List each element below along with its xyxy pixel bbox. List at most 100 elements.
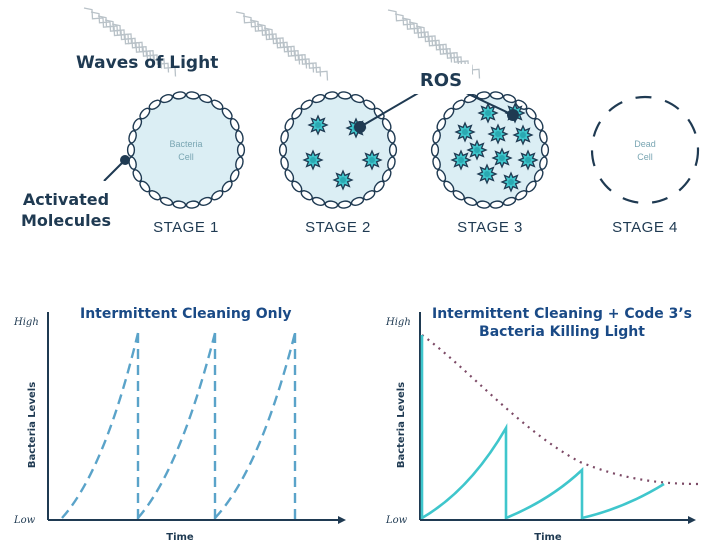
stage-4-dead-cell: [590, 95, 700, 205]
light-wave-line: [111, 23, 177, 77]
membrane-molecule: [229, 118, 240, 131]
membrane-molecule: [388, 143, 398, 157]
left-y-label: Bacteria Levels: [27, 382, 38, 468]
membrane-molecule: [291, 180, 303, 193]
membrane-molecule: [539, 156, 548, 170]
membrane-molecule: [381, 169, 392, 182]
membrane-molecule: [280, 156, 289, 170]
light-wave-line: [90, 11, 156, 65]
membrane-molecule: [324, 200, 339, 209]
ros-molecule-icon: [487, 123, 509, 145]
light-wave-line: [394, 13, 460, 67]
ros-molecule-icon: [332, 169, 354, 191]
activated-label-line2: Molecules: [21, 211, 111, 230]
membrane-molecule: [132, 169, 143, 182]
ros-molecule-icon: [307, 114, 329, 136]
membrane-molecule: [280, 130, 289, 144]
membrane-molecule: [443, 107, 455, 120]
membrane-molecule: [533, 169, 544, 182]
left-bacteria-curve: [61, 332, 297, 519]
membrane-molecule: [502, 196, 517, 206]
ros-molecule-icon: [466, 139, 488, 161]
membrane-molecule: [235, 130, 244, 144]
membrane-molecule: [525, 180, 537, 193]
right-chart-title-line1: Intermittent Cleaning + Code 3’s: [432, 306, 692, 322]
membrane-molecule: [128, 156, 137, 170]
membrane-molecule: [489, 200, 504, 209]
membrane-molecule: [373, 107, 385, 120]
membrane-molecule: [185, 200, 200, 209]
light-wave-line: [401, 17, 467, 71]
membrane-molecule: [436, 118, 447, 131]
membrane-molecule: [221, 180, 233, 193]
membrane-molecule: [452, 99, 465, 110]
membrane-molecule: [539, 130, 548, 144]
stage-1-cell-label-line1: Bacteria: [169, 139, 202, 149]
membrane-molecule: [128, 130, 137, 144]
membrane-molecule: [452, 190, 465, 201]
membrane-molecule: [363, 99, 376, 110]
membrane-molecule: [198, 94, 213, 104]
membrane-molecule: [432, 130, 441, 144]
membrane-molecule: [172, 200, 187, 209]
right-chart-title-line2: Bacteria Killing Light: [479, 324, 645, 340]
membrane-molecule: [278, 143, 288, 157]
membrane-molecule: [284, 169, 295, 182]
stage-1-label: STAGE 1: [153, 219, 219, 236]
waves-of-light-label: Waves of Light: [76, 53, 218, 73]
right-x-axis-arrow: [688, 516, 696, 524]
activated-molecule-dot: [120, 155, 130, 165]
chart-cleaning-plus-killing-light: Intermittent Cleaning + Code 3’s Bacteri…: [385, 306, 701, 543]
ros-pointer-dot-left: [354, 121, 366, 133]
right-low-tick: Low: [385, 515, 408, 526]
membrane-molecule: [300, 190, 313, 201]
left-x-label: Time: [166, 532, 194, 543]
membrane-molecule: [132, 118, 143, 131]
membrane-molecule: [211, 99, 224, 110]
membrane-molecule: [126, 143, 136, 157]
membrane-molecule: [443, 180, 455, 193]
left-high-tick: High: [13, 317, 39, 328]
stage-4-label: STAGE 4: [612, 219, 678, 236]
stage-4-cell-label-line1: Dead: [634, 139, 656, 149]
right-high-tick: High: [385, 317, 411, 328]
ros-label: ROS: [420, 70, 462, 91]
left-x-axis-arrow: [338, 516, 346, 524]
left-chart-title: Intermittent Cleaning Only: [80, 306, 292, 322]
membrane-molecule: [463, 196, 478, 206]
membrane-molecule: [381, 118, 392, 131]
ros-box: [410, 64, 472, 94]
right-x-label: Time: [534, 532, 562, 543]
membrane-molecule: [324, 91, 339, 100]
right-bacteria-curve: [420, 335, 665, 520]
membrane-molecule: [533, 118, 544, 131]
stage-1-cell-label-line2: Cell: [178, 152, 194, 162]
ros-molecule-icon: [361, 149, 383, 171]
membrane-molecule: [211, 190, 224, 201]
membrane-molecule: [185, 91, 200, 100]
left-low-tick: Low: [13, 515, 36, 526]
right-y-label: Bacteria Levels: [396, 382, 407, 468]
light-wave-line: [104, 19, 170, 73]
membrane-molecule: [311, 196, 326, 206]
membrane-molecule: [337, 200, 352, 209]
membrane-molecule: [198, 196, 213, 206]
light-wave-line: [263, 27, 329, 81]
light-wave-line: [235, 11, 301, 65]
membrane-molecule: [159, 94, 174, 104]
membrane-molecule: [515, 190, 528, 201]
membrane-molecule: [387, 130, 396, 144]
right-dotted-trend: [421, 334, 701, 486]
membrane-molecule: [430, 143, 440, 157]
ros-pointer-left: [359, 91, 421, 128]
membrane-molecule: [284, 118, 295, 131]
ros-molecule-icon: [517, 149, 539, 171]
membrane-molecule: [363, 190, 376, 201]
ros-molecule-icon: [302, 149, 324, 171]
membrane-molecule: [432, 156, 441, 170]
membrane-molecule: [476, 91, 491, 100]
activated-molecules-box: [8, 181, 128, 239]
stage-2-bacteria-cell: [278, 91, 398, 209]
membrane-molecule: [172, 91, 187, 100]
